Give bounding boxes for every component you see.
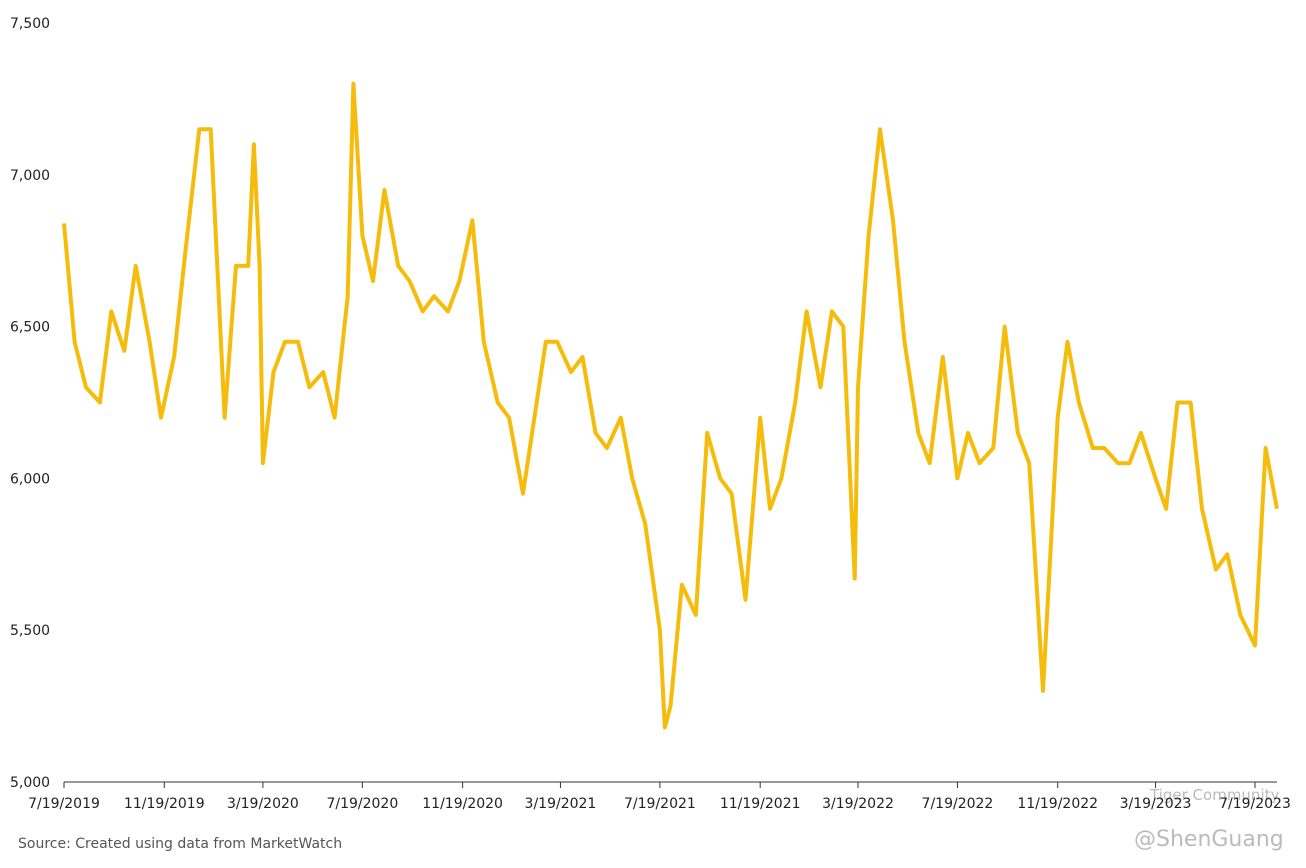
x-tick-label: 7/19/2021 [624,796,696,812]
y-tick-label: 5,000 [10,775,50,791]
x-tick-label: 3/19/2022 [822,796,894,812]
y-tick-label: 5,500 [10,623,50,639]
watermark: @ShenGuang [1134,827,1284,852]
x-tick-label: 3/19/2023 [1120,796,1192,812]
x-tick-label: 7/19/2019 [28,796,100,812]
x-tick-label: 11/19/2021 [720,796,801,812]
x-tick-label: 7/19/2023 [1219,796,1291,812]
y-tick-label: 7,000 [10,168,50,184]
y-tick-label: 6,000 [10,471,50,487]
x-tick-label: 11/19/2022 [1017,796,1098,812]
x-tick-label: 3/19/2020 [227,796,299,812]
x-tick-label: 3/19/2021 [525,796,597,812]
x-tick-label: 7/19/2020 [326,796,398,812]
x-tick-label: 7/19/2022 [922,796,994,812]
source: Source: Created using data from MarketWa… [18,836,342,852]
y-tick-label: 6,500 [10,320,50,336]
x-tick-label: 11/19/2019 [124,796,205,812]
x-tick-label: 11/19/2020 [422,796,503,812]
y-tick-label: 7,500 [10,16,50,32]
line [62,81,1279,730]
watermark: Tiger Community [1149,786,1279,804]
